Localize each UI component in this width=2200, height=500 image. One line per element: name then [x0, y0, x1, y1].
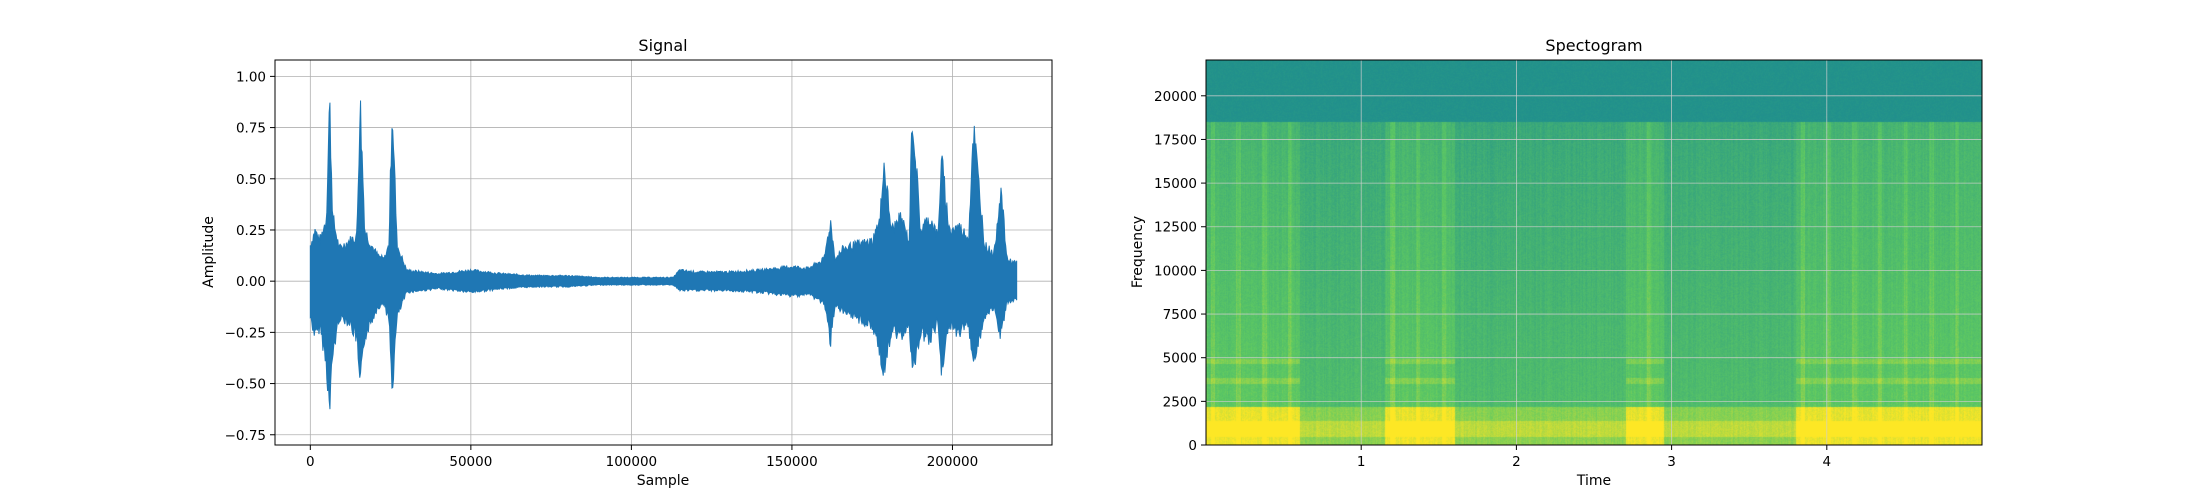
- signal-xtick-label: 150000: [766, 454, 818, 470]
- spectrogram-title: Spectogram: [1545, 36, 1642, 55]
- spectrogram-axes-frame: [1205, 59, 1983, 446]
- signal-title: Signal: [638, 36, 687, 55]
- spectrogram-xlabel: Time: [1576, 473, 1611, 489]
- spectrogram-ylabel: Frequency: [1130, 216, 1146, 288]
- spectrogram-ytick-label: 7500: [1163, 307, 1197, 323]
- spectrogram-ytick-label: 5000: [1163, 351, 1197, 367]
- spectrogram-heatmap: [1206, 60, 1982, 445]
- spectrogram-ytick-label: 17500: [1154, 132, 1197, 148]
- spectrogram-ytick-label: 0: [1188, 438, 1197, 454]
- spectrogram-ytick-label: 12500: [1154, 220, 1197, 236]
- signal-ytick-label: −0.25: [225, 325, 266, 341]
- spectrogram-ytick-label: 20000: [1154, 89, 1197, 105]
- signal-xtick-label: 200000: [927, 454, 979, 470]
- signal-xtick-label: 50000: [449, 454, 492, 470]
- spectrogram-ticks: 1 2 3 4 0 2500 5000 7500 10000 12500 15000 17500 200…: [1154, 89, 1831, 470]
- signal-xtick-label: 100000: [606, 454, 658, 470]
- spectrogram-xtick-label: 3: [1667, 454, 1676, 470]
- spectrogram-xtick-label: 2: [1512, 454, 1521, 470]
- signal-axes-frame: [274, 59, 1053, 446]
- spectrogram-ytick-label: 15000: [1154, 176, 1197, 192]
- signal-ylabel: Amplitude: [201, 216, 217, 288]
- signal-waveform: [309, 100, 1018, 410]
- spectrogram-xtick-label: 1: [1357, 454, 1366, 470]
- signal-xtick-label: 0: [306, 454, 315, 470]
- spectrogram-xtick-label: 4: [1823, 454, 1832, 470]
- signal-ytick-label: −0.75: [225, 428, 266, 444]
- spectrogram-grid: [1206, 60, 1982, 445]
- spectrogram-chart: Spectogram 1 2 3 4 0 2500 5000 7500 10000 12500 15…: [1130, 36, 1983, 489]
- signal-ytick-label: 0.75: [236, 121, 266, 137]
- spectrogram-ytick-label: 10000: [1154, 263, 1197, 279]
- signal-xlabel: Sample: [637, 473, 690, 489]
- signal-ytick-label: 0.00: [236, 274, 266, 290]
- signal-ytick-label: 0.50: [236, 172, 266, 188]
- signal-ticks: 0 50000 100000 150000 200000 −0.75 −0.50 −0.25 0…: [225, 69, 979, 470]
- signal-chart: Signal 0 50000 100000 150000 200000 −0.75 −0.5…: [201, 36, 1053, 489]
- signal-ytick-label: 1.00: [236, 69, 266, 85]
- signal-ytick-label: 0.25: [236, 223, 266, 239]
- signal-ytick-label: −0.50: [225, 377, 266, 393]
- spectrogram-ytick-label: 2500: [1163, 394, 1197, 410]
